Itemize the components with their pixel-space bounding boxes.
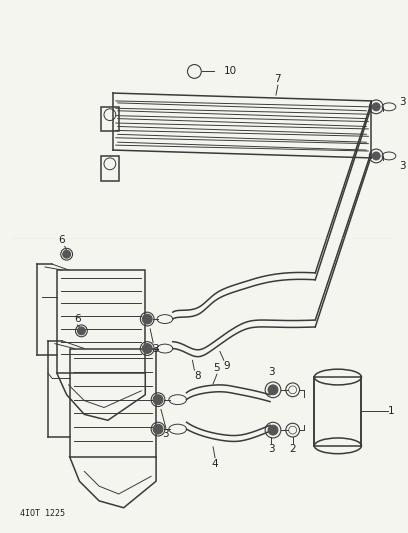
Circle shape bbox=[153, 395, 163, 405]
Bar bbox=[70, 349, 156, 457]
Bar bbox=[101, 156, 119, 181]
Text: 8: 8 bbox=[194, 371, 201, 381]
Text: 2: 2 bbox=[289, 444, 296, 454]
Text: 3: 3 bbox=[399, 161, 406, 171]
Text: 6: 6 bbox=[74, 314, 81, 324]
Circle shape bbox=[268, 425, 278, 435]
Circle shape bbox=[372, 103, 380, 111]
Bar bbox=[101, 107, 119, 132]
Text: 4: 4 bbox=[212, 458, 218, 469]
Circle shape bbox=[153, 424, 163, 434]
Text: 7: 7 bbox=[275, 74, 281, 84]
Text: 3: 3 bbox=[162, 429, 169, 439]
Circle shape bbox=[268, 385, 278, 395]
Circle shape bbox=[372, 152, 380, 160]
Circle shape bbox=[142, 314, 152, 324]
Text: 10: 10 bbox=[224, 67, 237, 76]
Text: 4IOT 1225: 4IOT 1225 bbox=[20, 508, 65, 518]
Text: 1: 1 bbox=[388, 407, 394, 416]
Bar bbox=[57, 270, 145, 373]
Circle shape bbox=[78, 327, 85, 335]
Text: 3: 3 bbox=[268, 444, 274, 454]
Text: 5: 5 bbox=[214, 363, 220, 373]
Text: 6: 6 bbox=[58, 236, 65, 246]
Bar bbox=[314, 377, 361, 446]
Circle shape bbox=[142, 344, 152, 353]
Text: 3: 3 bbox=[152, 344, 158, 353]
Circle shape bbox=[63, 251, 71, 258]
Text: 3: 3 bbox=[399, 97, 406, 107]
Text: 3: 3 bbox=[268, 367, 274, 377]
Text: 9: 9 bbox=[224, 361, 230, 372]
